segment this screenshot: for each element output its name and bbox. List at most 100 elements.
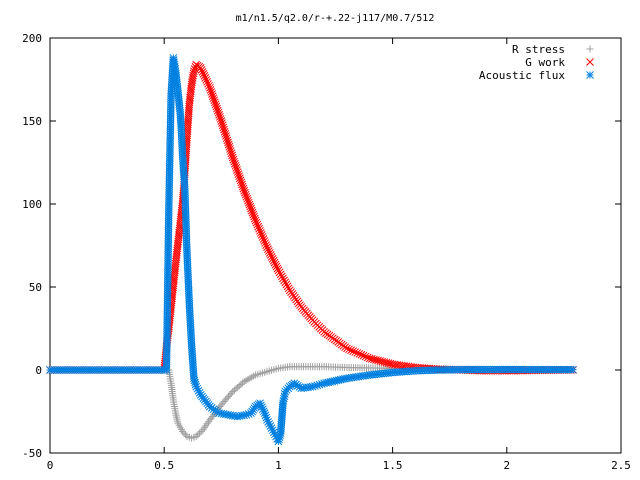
data-point bbox=[223, 136, 232, 145]
data-point bbox=[345, 345, 353, 354]
data-point bbox=[223, 394, 231, 402]
data-point bbox=[232, 385, 240, 393]
data-point bbox=[220, 398, 228, 406]
data-point bbox=[218, 121, 227, 130]
data-point bbox=[234, 383, 242, 391]
data-point bbox=[197, 427, 205, 435]
data-point bbox=[255, 224, 263, 233]
x-tick-label: 0 bbox=[47, 459, 54, 472]
y-tick-label: 50 bbox=[29, 281, 42, 294]
data-point bbox=[249, 210, 258, 219]
data-point bbox=[277, 272, 286, 281]
data-point bbox=[270, 258, 279, 267]
data-point bbox=[206, 86, 215, 94]
data-point bbox=[220, 127, 229, 136]
data-point bbox=[252, 218, 261, 227]
data-point bbox=[222, 132, 230, 140]
data-point bbox=[234, 170, 243, 178]
data-point bbox=[236, 174, 244, 183]
data-point bbox=[351, 348, 360, 356]
data-point bbox=[247, 204, 255, 213]
data-point bbox=[273, 264, 282, 273]
data-point bbox=[219, 123, 228, 132]
data-point bbox=[226, 391, 234, 399]
data-point bbox=[235, 382, 243, 390]
data-point bbox=[226, 147, 235, 155]
data-point bbox=[271, 260, 280, 269]
data-point bbox=[222, 396, 230, 404]
data-point bbox=[225, 142, 234, 151]
data-point bbox=[216, 115, 225, 123]
data-point bbox=[218, 119, 226, 128]
series-2 bbox=[46, 54, 577, 446]
data-point bbox=[200, 71, 209, 80]
data-point bbox=[274, 266, 283, 275]
y-tick-label: -50 bbox=[22, 447, 42, 460]
data-point bbox=[204, 79, 212, 88]
data-point bbox=[219, 399, 227, 407]
data-point bbox=[180, 429, 188, 437]
data-point bbox=[247, 206, 256, 215]
x-tick-label: 1.5 bbox=[383, 459, 403, 472]
legend-label: Acoustic flux bbox=[479, 69, 565, 82]
data-point bbox=[353, 349, 362, 357]
data-point bbox=[284, 284, 293, 293]
data-point bbox=[269, 256, 278, 265]
data-point bbox=[280, 276, 288, 285]
legend-label: G work bbox=[525, 56, 565, 69]
data-point bbox=[192, 432, 200, 440]
plot-frame bbox=[49, 37, 622, 454]
data-point bbox=[208, 90, 216, 98]
legend-marker bbox=[586, 58, 594, 66]
data-point bbox=[347, 346, 355, 355]
data-point bbox=[208, 92, 217, 100]
data-point bbox=[241, 188, 249, 197]
data-point bbox=[222, 134, 231, 143]
data-point bbox=[251, 216, 260, 225]
data-point bbox=[265, 249, 274, 257]
data-point bbox=[239, 379, 247, 387]
data-point bbox=[363, 353, 372, 362]
data-point bbox=[236, 176, 245, 185]
data-point bbox=[228, 151, 236, 160]
data-point bbox=[243, 194, 252, 203]
data-point bbox=[258, 233, 267, 241]
data-point bbox=[213, 104, 221, 113]
data-point bbox=[262, 241, 270, 249]
data-point bbox=[209, 94, 218, 103]
data-point bbox=[217, 117, 226, 125]
data-point bbox=[230, 386, 238, 394]
data-point bbox=[250, 212, 258, 221]
x-tick-label: 0.5 bbox=[154, 459, 174, 472]
data-point bbox=[256, 229, 265, 237]
data-point bbox=[241, 190, 250, 199]
data-point bbox=[246, 202, 255, 211]
data-point bbox=[259, 235, 268, 243]
data-point bbox=[248, 208, 257, 217]
data-point bbox=[194, 431, 202, 439]
data-point bbox=[279, 274, 287, 283]
data-point bbox=[237, 380, 245, 388]
data-point bbox=[266, 251, 275, 259]
y-tick-label: 100 bbox=[22, 198, 42, 211]
y-tick-label: 200 bbox=[22, 32, 42, 45]
data-point bbox=[569, 365, 577, 374]
data-point bbox=[203, 77, 211, 86]
data-point bbox=[196, 429, 204, 437]
data-point bbox=[361, 352, 370, 361]
data-point bbox=[207, 88, 216, 96]
data-point bbox=[197, 66, 206, 74]
plot-marks bbox=[46, 54, 577, 446]
data-point bbox=[227, 389, 235, 397]
data-point bbox=[235, 172, 243, 181]
data-point bbox=[213, 106, 222, 115]
data-point bbox=[201, 73, 210, 82]
legend-marker bbox=[586, 71, 594, 79]
series-0 bbox=[46, 363, 577, 442]
data-point bbox=[224, 140, 233, 149]
data-point bbox=[182, 431, 190, 439]
data-point bbox=[233, 168, 242, 176]
data-point bbox=[224, 393, 232, 401]
data-point bbox=[240, 186, 248, 195]
